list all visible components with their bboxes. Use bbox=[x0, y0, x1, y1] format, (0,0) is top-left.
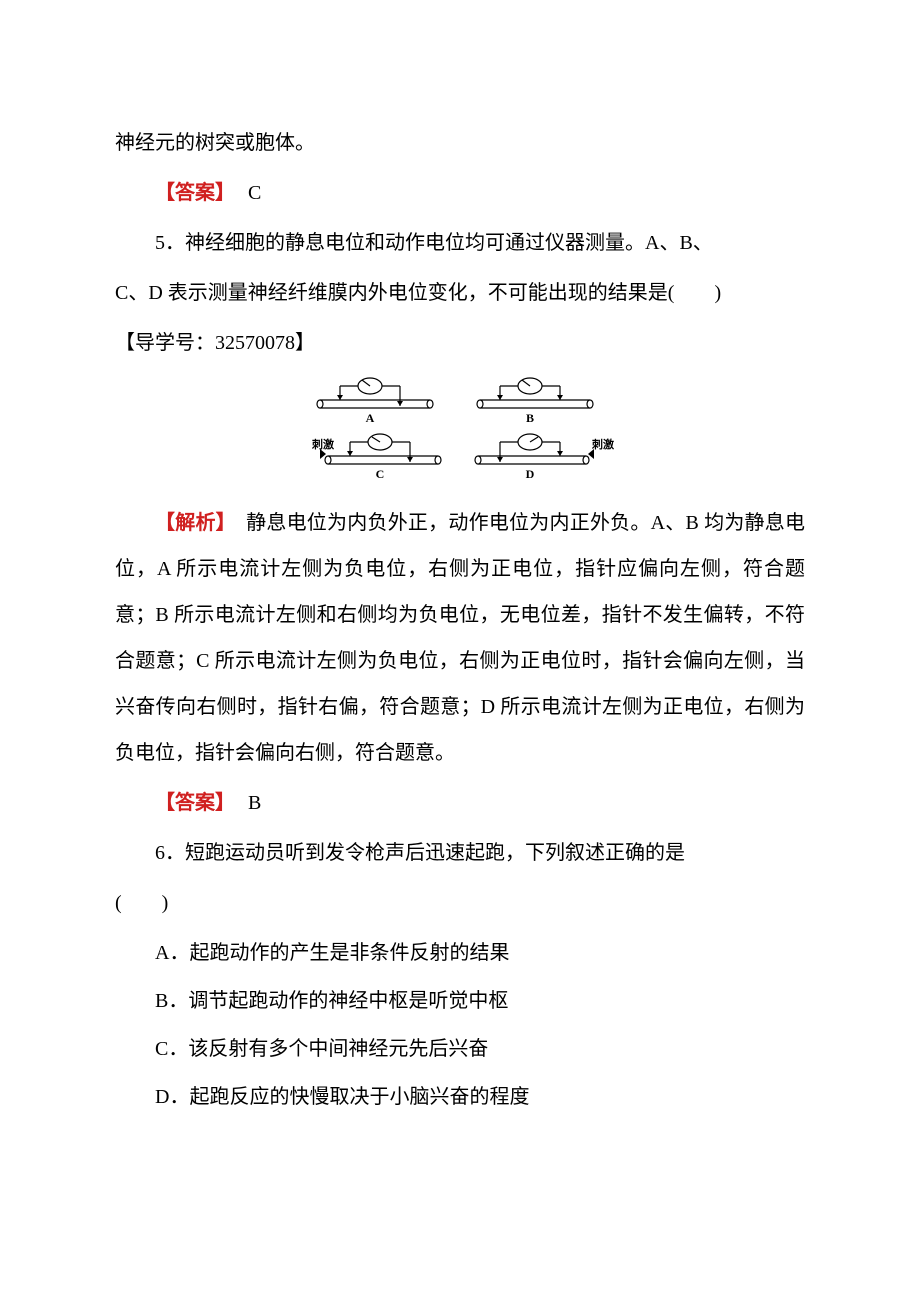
stimulus-label-d: 刺激 bbox=[591, 437, 614, 451]
diagram-label-c: C bbox=[376, 467, 385, 481]
q6-option-d: D．起跑反应的快慢取决于小脑兴奋的程度 bbox=[115, 1074, 805, 1120]
diagram-panel-d: 刺激 D bbox=[475, 434, 614, 481]
q6-option-b: B．调节起跑动作的神经中枢是听觉中枢 bbox=[115, 978, 805, 1024]
diagram-panel-b: B bbox=[477, 378, 593, 425]
diagram-label-a: A bbox=[366, 411, 375, 425]
answer-label-2: 【答案】 bbox=[155, 792, 235, 814]
q5-answer-letter: B bbox=[248, 792, 261, 814]
q4-answer-line: 【答案】 C bbox=[115, 170, 805, 216]
q5-analysis-text: 静息电位为内负外正，动作电位为内正外负。A、B 均为静息电位，A 所示电流计左侧… bbox=[115, 512, 805, 764]
document-content: 神经元的树突或胞体。 【答案】 C 5．神经细胞的静息电位和动作电位均可通过仪器… bbox=[115, 120, 805, 1120]
diagram-panel-a: A bbox=[317, 378, 433, 425]
q5-stem-line2: C、D 表示测量神经纤维膜内外电位变化，不可能出现的结果是( ) bbox=[115, 270, 805, 316]
diagram-label-d: D bbox=[526, 467, 535, 481]
diagram-label-b: B bbox=[526, 411, 534, 425]
q6-stem-line2: ( ) bbox=[115, 880, 805, 926]
q5-answer-line: 【答案】 B bbox=[115, 780, 805, 826]
q5-analysis: 【解析】 静息电位为内负外正，动作电位为内正外负。A、B 均为静息电位，A 所示… bbox=[115, 500, 805, 776]
diagram-panel-c: 刺激 C bbox=[311, 434, 441, 481]
analysis-label: 【解析】 bbox=[155, 512, 226, 534]
q6-stem-line1: 6．短跑运动员听到发令枪声后迅速起跑，下列叙述正确的是 bbox=[115, 830, 805, 876]
stimulus-label-c: 刺激 bbox=[311, 437, 334, 451]
q6-option-a: A．起跑动作的产生是非条件反射的结果 bbox=[115, 930, 805, 976]
q5-ref: 【导学号：32570078】 bbox=[115, 320, 805, 366]
q5-stem-line1: 5．神经细胞的静息电位和动作电位均可通过仪器测量。A、B、 bbox=[115, 220, 805, 266]
q4-answer-letter: C bbox=[248, 182, 261, 204]
q4-tail-text: 神经元的树突或胞体。 bbox=[115, 120, 805, 166]
q5-diagram: A B 刺激 bbox=[300, 376, 620, 486]
answer-label: 【答案】 bbox=[155, 182, 235, 204]
q6-option-c: C．该反射有多个中间神经元先后兴奋 bbox=[115, 1026, 805, 1072]
q5-diagram-container: A B 刺激 bbox=[115, 376, 805, 486]
